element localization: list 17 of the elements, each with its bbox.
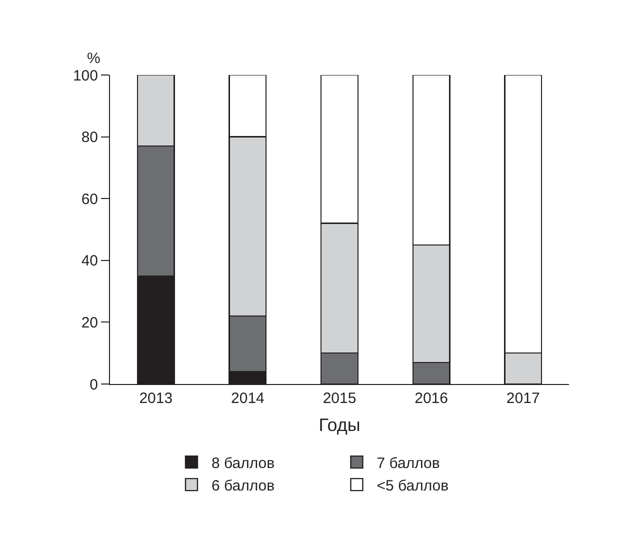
x-tick-label: 2013 (139, 390, 173, 407)
y-tick-label: 100 (72, 67, 98, 84)
x-axis-title: Годы (318, 415, 360, 436)
y-tick-label: 0 (90, 376, 98, 394)
legend-label: 8 баллов (212, 454, 275, 472)
y-tick-label: 20 (81, 314, 98, 332)
legend-label: 7 баллов (376, 454, 440, 472)
x-tick-label: 2016 (414, 390, 448, 407)
legend-label: <5 баллов (376, 477, 449, 494)
y-axis-title: % (87, 50, 100, 67)
x-tick-label: 2014 (231, 390, 264, 407)
y-tick-label: 60 (81, 190, 98, 208)
y-tick-label: 40 (81, 252, 98, 270)
x-tick-label: 2017 (506, 390, 540, 407)
legend-label: 6 баллов (212, 477, 275, 494)
y-tick-label: 80 (81, 129, 98, 146)
x-tick-label: 2015 (322, 390, 356, 407)
